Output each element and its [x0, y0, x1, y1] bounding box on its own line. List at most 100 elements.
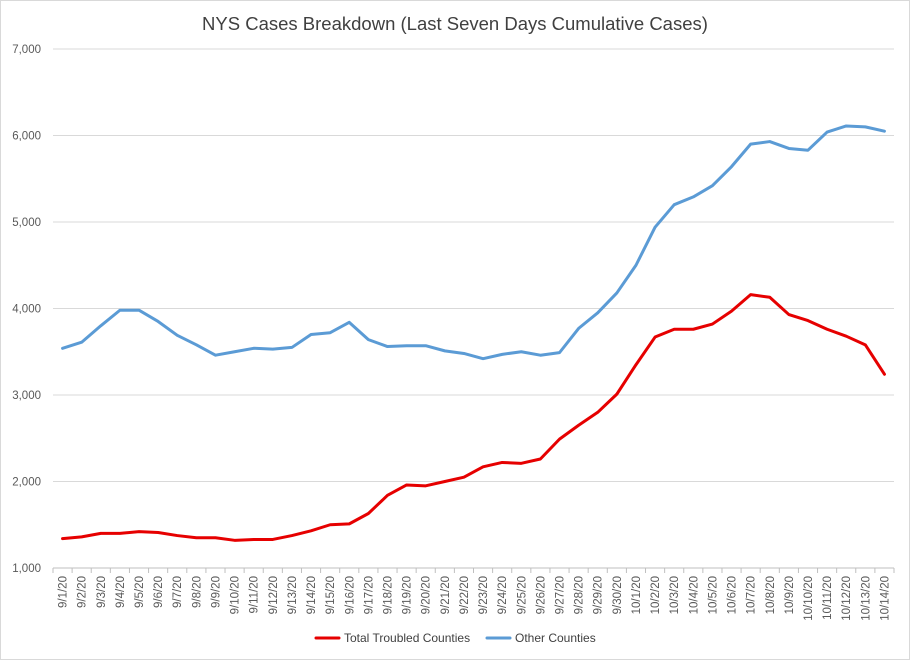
data-point	[845, 124, 848, 128]
series-line-0	[61, 293, 886, 542]
data-point	[500, 461, 504, 464]
legend-label-1: Other Counties	[515, 631, 596, 645]
x-tick-label: 10/13/20	[860, 576, 872, 621]
y-tick-label: 5,000	[12, 217, 41, 229]
data-point	[596, 311, 599, 315]
data-point	[481, 465, 485, 468]
x-tick-label: 9/2/20	[77, 576, 89, 608]
data-point	[118, 309, 122, 312]
data-point	[61, 537, 64, 540]
data-point	[367, 512, 370, 515]
data-point	[271, 538, 275, 541]
x-tick-label: 9/24/20	[497, 576, 509, 614]
x-tick-label: 9/14/20	[306, 576, 318, 614]
data-point	[634, 363, 638, 366]
data-point	[424, 484, 427, 488]
data-point	[787, 313, 791, 316]
data-point	[176, 534, 179, 537]
x-tick-label: 10/11/20	[822, 576, 834, 620]
data-point	[156, 531, 160, 534]
data-point	[615, 291, 619, 295]
data-point	[271, 347, 275, 351]
data-point	[730, 309, 733, 313]
data-point	[539, 354, 542, 357]
data-point	[348, 522, 351, 526]
data-point	[825, 328, 829, 331]
x-tick-label: 9/4/20	[115, 576, 127, 608]
data-point	[99, 532, 102, 535]
data-point	[596, 411, 599, 414]
data-point	[653, 225, 657, 229]
x-tick-label: 10/2/20	[650, 576, 662, 614]
data-point	[443, 349, 447, 353]
data-point	[481, 357, 485, 360]
x-tick-label: 9/29/20	[593, 576, 605, 614]
data-point	[99, 324, 102, 327]
x-tick-label: 10/1/20	[631, 576, 643, 614]
x-tick-label: 9/6/20	[153, 576, 165, 608]
x-axis	[52, 567, 895, 573]
data-point	[290, 346, 294, 349]
data-point	[787, 147, 791, 150]
series-lines	[61, 124, 886, 542]
data-point	[195, 536, 198, 539]
data-point	[558, 437, 561, 441]
x-tick-label: 10/9/20	[784, 576, 796, 614]
data-point	[692, 195, 695, 199]
data-point	[233, 539, 236, 542]
data-point	[653, 335, 657, 339]
legend: Total Troubled Counties Other Counties	[314, 631, 596, 645]
data-point	[290, 534, 294, 537]
data-point	[500, 353, 504, 356]
x-tick-label: 9/20/20	[421, 576, 433, 614]
data-point	[405, 344, 408, 347]
data-point	[768, 140, 771, 143]
y-tick-label: 1,000	[12, 563, 41, 575]
x-tick-label: 9/23/20	[478, 576, 490, 614]
data-point	[118, 532, 122, 535]
data-point	[462, 475, 466, 479]
data-point	[730, 165, 733, 168]
x-axis-tick-labels: 9/1/20 9/2/20 9/3/20 9/4/20 9/5/20 9/6/20 9/7/…	[58, 576, 892, 621]
data-point	[348, 321, 351, 324]
data-point	[328, 331, 332, 334]
data-point	[883, 129, 886, 133]
x-tick-label: 9/10/20	[230, 576, 242, 614]
x-tick-label: 9/8/20	[191, 576, 203, 608]
y-tick-label: 4,000	[12, 304, 41, 316]
data-point	[252, 347, 255, 350]
data-point	[214, 536, 217, 539]
series-line-1	[61, 124, 886, 361]
data-point	[367, 338, 370, 341]
x-tick-label: 9/9/20	[210, 576, 222, 608]
data-point	[156, 320, 160, 323]
x-tick-label: 9/25/20	[516, 576, 528, 614]
data-point	[672, 203, 676, 206]
data-point	[825, 130, 829, 134]
data-point	[462, 352, 466, 355]
data-point	[749, 293, 752, 296]
data-point	[768, 296, 771, 299]
x-tick-label: 9/19/20	[402, 576, 414, 614]
y-tick-label: 7,000	[12, 44, 41, 56]
data-point	[520, 350, 523, 353]
x-tick-label: 10/7/20	[746, 576, 758, 614]
data-point	[137, 309, 141, 312]
y-axis-tick-labels: 1,000 2,000 3,000 4,000 5,000 6,000 7,000	[12, 44, 41, 575]
data-point	[386, 345, 389, 348]
data-point	[328, 523, 332, 526]
data-point	[577, 327, 580, 330]
data-point	[845, 334, 848, 338]
y-tick-label: 6,000	[12, 131, 41, 143]
data-point	[806, 149, 810, 152]
data-point	[558, 351, 561, 354]
x-tick-label: 9/21/20	[440, 576, 452, 614]
x-tick-label: 9/13/20	[287, 576, 299, 614]
y-tick-label: 2,000	[12, 477, 41, 489]
x-tick-label: 10/4/20	[688, 576, 700, 614]
data-point	[309, 333, 313, 336]
y-tick-label: 3,000	[12, 390, 41, 402]
x-tick-label: 9/11/20	[249, 576, 261, 614]
data-point	[672, 328, 676, 331]
